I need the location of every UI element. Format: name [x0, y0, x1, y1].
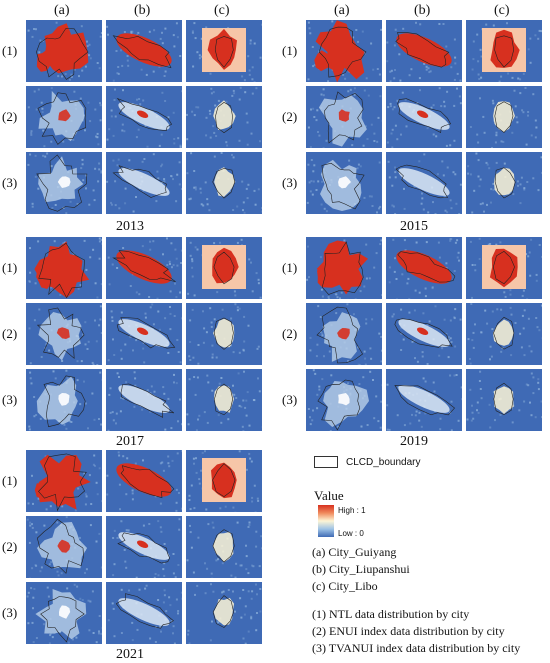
map-panel-2015-liupanshui-row1 — [386, 20, 462, 82]
map-panel-2015-guiyang-row3 — [306, 152, 382, 214]
map-panel-2019-guiyang-row3 — [306, 369, 382, 431]
map-panel-2015-liupanshui-row3 — [386, 152, 462, 214]
row-label-3: (3) — [2, 392, 18, 407]
map-panel-2019-liupanshui-row2 — [386, 303, 462, 365]
map-panel-2019-liupanshui-row1 — [386, 237, 462, 299]
city-note-a: (a) City_Guiyang — [312, 545, 397, 559]
map-panel-2013-libo-row3 — [186, 152, 262, 214]
year-label-2021: 2021 — [116, 647, 144, 662]
map-panel-2013-guiyang-row1 — [26, 20, 102, 82]
map-panel-2017-libo-row3 — [186, 369, 262, 431]
column-header-a: (a) — [334, 3, 350, 18]
data-note-1: (1) NTL data distribution by city — [312, 607, 470, 621]
column-header-b: (b) — [134, 3, 151, 18]
column-header-a: (a) — [54, 3, 70, 18]
row-label-2: (2) — [2, 109, 18, 124]
data-note-2: (2) ENUI index data distribution by city — [312, 624, 505, 638]
map-panel-2019-liupanshui-row3 — [386, 369, 462, 431]
map-panel-2015-liupanshui-row2 — [386, 86, 462, 148]
map-panel-2019-libo-row1 — [466, 237, 542, 299]
row-label-1: (1) — [2, 260, 18, 275]
map-panel-2021-guiyang-row1 — [26, 450, 102, 512]
map-panel-2019-guiyang-row2 — [306, 303, 382, 365]
map-panel-2017-guiyang-row3 — [26, 369, 102, 431]
map-panel-2015-guiyang-row1 — [306, 20, 382, 82]
map-panel-2017-guiyang-row2 — [26, 303, 102, 365]
map-panel-2015-libo-row2 — [466, 86, 542, 148]
map-panel-2015-libo-row3 — [466, 152, 542, 214]
high-label: High : 1 — [338, 506, 366, 515]
map-panel-2017-liupanshui-row1 — [106, 237, 182, 299]
column-header-b: (b) — [414, 3, 431, 18]
row-label-2: (2) — [2, 326, 18, 341]
map-panel-2017-liupanshui-row3 — [106, 369, 182, 431]
map-panel-2015-libo-row1 — [466, 20, 542, 82]
map-panel-2017-guiyang-row1 — [26, 237, 102, 299]
city-note-b: (b) City_Liupanshui — [312, 562, 410, 576]
column-header-c: (c) — [214, 3, 230, 18]
row-label-1: (1) — [2, 43, 18, 58]
map-panel-2021-liupanshui-row3 — [106, 582, 182, 644]
map-panel-2013-guiyang-row2 — [26, 86, 102, 148]
row-label-1: (1) — [282, 260, 298, 275]
row-label-3: (3) — [282, 175, 298, 190]
row-label-1: (1) — [282, 43, 298, 58]
row-label-2: (2) — [282, 109, 298, 124]
value-title: Value — [314, 488, 344, 503]
map-panel-2017-liupanshui-row2 — [106, 303, 182, 365]
map-panel-2013-liupanshui-row3 — [106, 152, 182, 214]
year-label-2019: 2019 — [400, 434, 428, 449]
map-panel-2013-libo-row1 — [186, 20, 262, 82]
map-panel-2017-libo-row2 — [186, 303, 262, 365]
city-note-c: (c) City_Libo — [312, 579, 378, 593]
year-label-2015: 2015 — [400, 219, 428, 234]
map-panel-2019-libo-row3 — [466, 369, 542, 431]
map-panel-2013-guiyang-row3 — [26, 152, 102, 214]
map-panel-2021-liupanshui-row2 — [106, 516, 182, 578]
row-label-2: (2) — [282, 326, 298, 341]
map-panel-2019-libo-row2 — [466, 303, 542, 365]
map-panel-2013-liupanshui-row1 — [106, 20, 182, 82]
map-panel-2021-libo-row2 — [186, 516, 262, 578]
clcd-boundary-swatch — [314, 456, 338, 468]
row-label-3: (3) — [282, 392, 298, 407]
map-panel-2021-libo-row1 — [186, 450, 262, 512]
value-color-ramp — [318, 505, 334, 537]
map-panel-2013-liupanshui-row2 — [106, 86, 182, 148]
map-panel-2021-liupanshui-row1 — [106, 450, 182, 512]
map-panel-2021-guiyang-row3 — [26, 582, 102, 644]
map-panel-2019-guiyang-row1 — [306, 237, 382, 299]
row-label-3: (3) — [2, 175, 18, 190]
clcd-boundary-label: CLCD_boundary — [346, 457, 421, 468]
map-panel-2015-guiyang-row2 — [306, 86, 382, 148]
row-label-3: (3) — [2, 605, 18, 620]
map-panel-2017-libo-row1 — [186, 237, 262, 299]
column-header-c: (c) — [494, 3, 510, 18]
map-panel-2021-guiyang-row2 — [26, 516, 102, 578]
map-panel-2013-libo-row2 — [186, 86, 262, 148]
year-label-2017: 2017 — [116, 434, 144, 449]
low-label: Low : 0 — [338, 529, 364, 538]
row-label-2: (2) — [2, 539, 18, 554]
data-note-3: (3) TVANUI index data distribution by ci… — [312, 641, 521, 655]
year-label-2013: 2013 — [116, 219, 144, 234]
map-panel-2021-libo-row3 — [186, 582, 262, 644]
row-label-1: (1) — [2, 473, 18, 488]
